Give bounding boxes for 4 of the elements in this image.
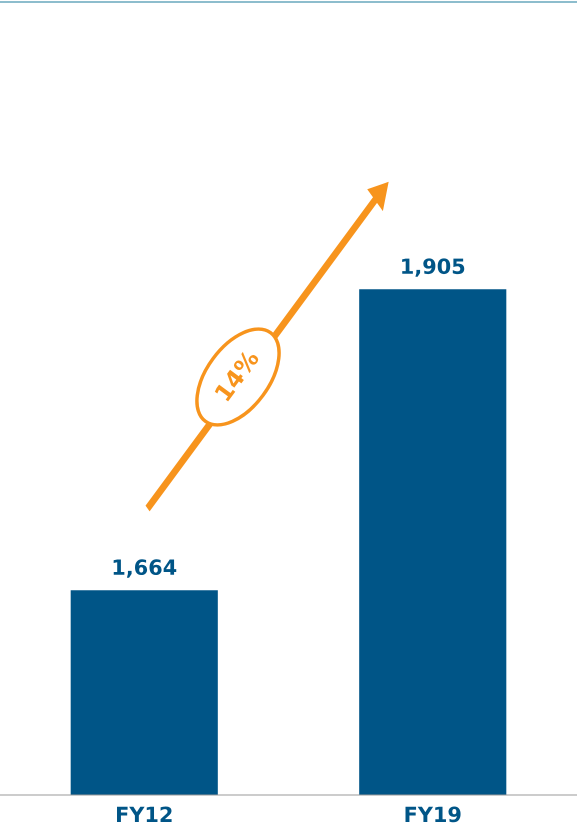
data-label: 1,905 [402,258,464,277]
data-label: 1,664 [114,559,176,578]
x-tick-label: FY19 [406,806,461,822]
x-tick-label: FY12 [117,806,172,822]
